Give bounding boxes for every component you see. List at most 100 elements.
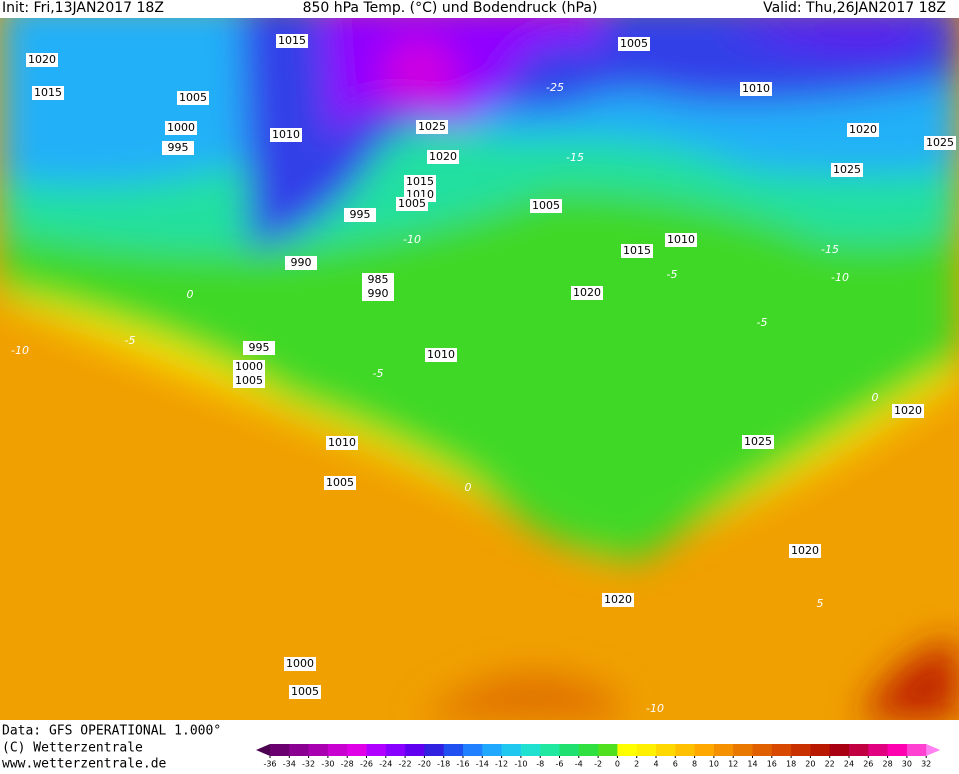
isobar-label-bg xyxy=(427,150,459,164)
colorbar-swatch xyxy=(636,744,657,756)
isobar-label: 1025 xyxy=(833,163,861,176)
isobar-label-bg xyxy=(416,120,448,134)
temperature-label: -10 xyxy=(11,344,29,357)
isobar-label-bg xyxy=(665,233,697,247)
isobar-label-bg xyxy=(270,128,302,142)
colorbar-label: 2 xyxy=(634,760,639,769)
isobar-label: 1005 xyxy=(326,476,354,489)
isobar-label: 1020 xyxy=(849,123,877,136)
temperature-label: -10 xyxy=(831,271,849,284)
isobar-label-bg xyxy=(233,374,265,388)
colorbar-swatch xyxy=(887,744,908,756)
isobar-label: 990 xyxy=(291,256,312,269)
colorbar-label: 8 xyxy=(692,760,697,769)
colorbar-label: -26 xyxy=(360,760,373,769)
temperature-label: -10 xyxy=(646,702,664,715)
colorbar-label: -6 xyxy=(556,760,564,769)
colorbar-swatch xyxy=(771,744,792,756)
isobar-label: 1005 xyxy=(532,199,560,212)
isobar-label-bg xyxy=(165,121,197,135)
isobar-label-bg xyxy=(162,141,194,155)
isobar-label-bg xyxy=(602,593,634,607)
colorbar-label: 26 xyxy=(863,760,873,769)
isobar-label-bg xyxy=(847,123,879,137)
colorbar-swatch xyxy=(540,744,560,756)
colorbar-swatch xyxy=(463,744,483,756)
temperature-label: 0 xyxy=(465,481,472,494)
isobar-label: 1005 xyxy=(620,37,648,50)
colorbar-swatch xyxy=(906,744,927,756)
colorbar-label: 24 xyxy=(844,760,854,769)
isobar-label: 1015 xyxy=(278,34,306,47)
colorbar-label: -14 xyxy=(476,760,489,769)
temperature-label: -5 xyxy=(757,316,768,329)
isobar-label: 1000 xyxy=(235,360,263,373)
colorbar-swatch xyxy=(617,744,638,756)
isobar-label-bg xyxy=(571,286,603,300)
colorbar-swatch xyxy=(405,744,425,756)
isobar-label-bg xyxy=(892,404,924,418)
colorbar-label: 18 xyxy=(786,760,796,769)
colorbar-label: 14 xyxy=(747,760,757,769)
colorbar-swatch xyxy=(443,744,464,756)
temperature-label: 0 xyxy=(187,288,194,301)
colorbar-label: -4 xyxy=(575,760,583,769)
colorbar-label: 0 xyxy=(615,760,620,769)
colorbar-label: 4 xyxy=(653,760,658,769)
isobar-label: 1010 xyxy=(667,233,695,246)
isobar-label: 1010 xyxy=(427,348,455,361)
colorbar-swatch xyxy=(713,744,734,756)
colorbar-label: 20 xyxy=(805,760,815,769)
temperature-label: -5 xyxy=(667,268,678,281)
colorbar-label: -32 xyxy=(302,760,315,769)
isobar-label: 985 xyxy=(368,273,389,286)
isobar-label: 1000 xyxy=(286,657,314,670)
isobar-label-bg xyxy=(326,436,358,450)
website: www.wetterzentrale.de xyxy=(2,757,167,771)
isobar-label: 990 xyxy=(368,287,389,300)
colorbar-swatch xyxy=(598,744,618,756)
isobar-label: 1015 xyxy=(34,86,62,99)
isobar-label-bg xyxy=(404,175,436,189)
colorbar-swatch xyxy=(347,744,367,756)
colorbar-label: 6 xyxy=(673,760,678,769)
colorbar-label: -8 xyxy=(536,760,544,769)
temperature-label: -10 xyxy=(403,233,421,246)
isobar-label: 1010 xyxy=(272,128,300,141)
isobar-label: 1020 xyxy=(894,404,922,417)
colorbar-swatch xyxy=(559,744,580,756)
isobar-label-bg xyxy=(924,136,956,150)
colorbar-label: -24 xyxy=(379,760,392,769)
colorbar-swatch xyxy=(578,744,599,756)
isobar-label-bg xyxy=(742,435,774,449)
colorbar-arrow xyxy=(926,744,941,756)
isobar-label-bg xyxy=(26,53,58,67)
colorbar-label: -18 xyxy=(437,760,450,769)
colorbar-swatch xyxy=(482,744,503,756)
isobar-label: 1005 xyxy=(291,685,319,698)
init-time: Init: Fri,13JAN2017 18Z xyxy=(2,0,164,16)
isobar-label-bg xyxy=(530,199,562,213)
colorbar-swatch xyxy=(752,744,773,756)
temperature-label: -15 xyxy=(821,243,839,256)
colorbar-swatch xyxy=(424,744,445,756)
colorbar-arrow xyxy=(256,744,270,756)
temperature-label: 5 xyxy=(817,597,824,610)
map-title: 850 hPa Temp. (°C) und Bodendruck (hPa) xyxy=(303,0,598,16)
data-source: Data: GFS OPERATIONAL 1.000° xyxy=(2,724,221,739)
colorbar-label: 10 xyxy=(709,760,719,769)
isobar-label: 995 xyxy=(168,141,189,154)
colorbar-swatch xyxy=(849,744,869,756)
isobar-label-bg xyxy=(233,360,265,374)
isobar-label: 1020 xyxy=(429,150,457,163)
colorbar-label: 22 xyxy=(825,760,835,769)
isobar-label: 1005 xyxy=(179,91,207,104)
isobar-label-bg xyxy=(289,685,321,699)
colorbar-swatch xyxy=(810,744,831,756)
colorbar-label: -36 xyxy=(263,760,276,769)
colorbar-label: -20 xyxy=(418,760,431,769)
isobar-label: 1005 xyxy=(398,197,426,210)
colorbar-swatch xyxy=(520,744,541,756)
colorbar-label: -10 xyxy=(514,760,527,769)
